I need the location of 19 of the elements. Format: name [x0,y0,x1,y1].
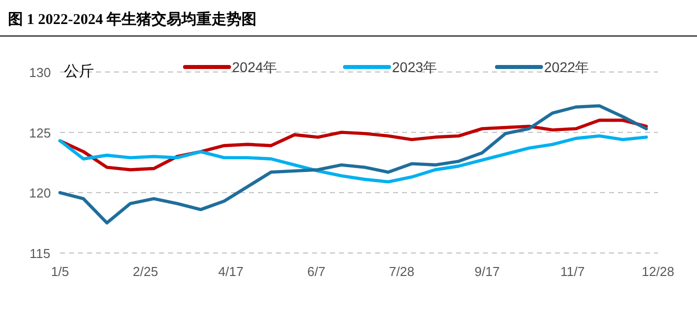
legend-label: 2023年 [392,59,438,75]
y-tick-label: 120 [29,186,51,201]
y-axis-title: 公斤 [64,63,94,80]
x-tick-label: 4/17 [218,264,244,279]
x-tick-label: 1/5 [50,264,70,279]
x-tick-label: 6/7 [307,264,326,279]
x-tick-label: 12/28 [642,264,674,279]
legend-label: 2022年 [544,59,590,75]
y-tick-label: 130 [29,65,51,80]
x-tick-label: 7/28 [389,264,414,279]
legend-label: 2024年 [232,59,278,75]
line-series [58,134,648,184]
x-tick-label: 9/17 [474,264,500,279]
y-tick-label: 125 [29,125,51,140]
x-tick-label: 2/25 [132,264,158,279]
chart-title: 图 1 2022-2024 年生猪交易均重走势图 [8,10,257,28]
line-series [58,104,648,224]
x-tick-label: 11/7 [560,264,585,279]
y-tick-label: 115 [30,246,50,261]
